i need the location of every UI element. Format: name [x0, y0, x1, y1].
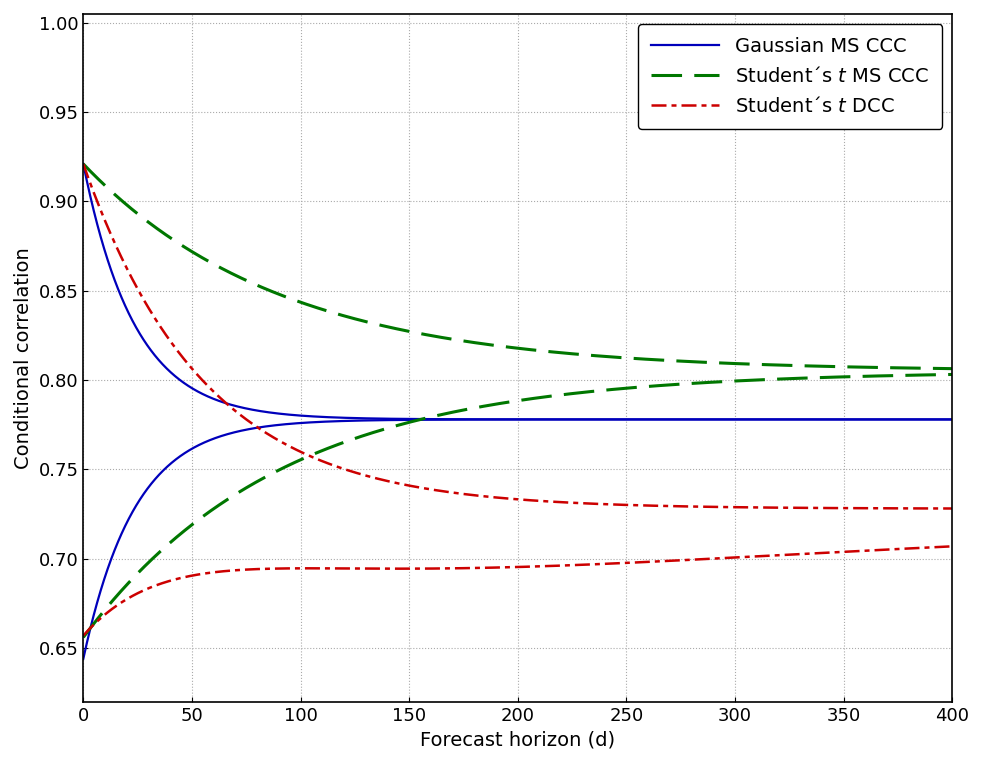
Gaussian MS CCC: [919, 415, 931, 424]
Line: Student´s $t$ MS CCC: Student´s $t$ MS CCC: [84, 164, 953, 369]
Student´s $t$ MS CCC: [449, 335, 461, 344]
Student´s $t$ MS CCC: [442, 334, 454, 343]
Student´s $t$ DCC: [449, 488, 461, 497]
Student´s $t$ MS CCC: [709, 358, 721, 367]
Student´s $t$ DCC: [442, 488, 454, 497]
Gaussian MS CCC: [709, 415, 721, 424]
Line: Student´s $t$ DCC: Student´s $t$ DCC: [84, 164, 953, 508]
Gaussian MS CCC: [449, 414, 461, 423]
Student´s $t$ DCC: [947, 504, 958, 513]
Student´s $t$ MS CCC: [947, 364, 958, 373]
Gaussian MS CCC: [876, 415, 888, 424]
Gaussian MS CCC: [78, 159, 89, 169]
Student´s $t$ DCC: [709, 502, 721, 511]
Gaussian MS CCC: [947, 415, 958, 424]
Line: Gaussian MS CCC: Gaussian MS CCC: [84, 164, 953, 420]
Gaussian MS CCC: [442, 414, 454, 423]
Student´s $t$ DCC: [78, 159, 89, 169]
Student´s $t$ MS CCC: [919, 364, 931, 373]
Student´s $t$ MS CCC: [491, 341, 502, 350]
Student´s $t$ DCC: [876, 504, 888, 513]
Student´s $t$ MS CCC: [78, 159, 89, 169]
Student´s $t$ MS CCC: [876, 363, 888, 372]
Student´s $t$ DCC: [491, 493, 502, 502]
Y-axis label: Conditional correlation: Conditional correlation: [14, 247, 32, 468]
Student´s $t$ DCC: [919, 504, 931, 513]
Gaussian MS CCC: [491, 415, 502, 424]
Legend: Gaussian MS CCC, Student´s $t$ MS CCC, Student´s $t$ DCC: Gaussian MS CCC, Student´s $t$ MS CCC, S…: [638, 24, 943, 129]
X-axis label: Forecast horizon (d): Forecast horizon (d): [420, 730, 615, 749]
